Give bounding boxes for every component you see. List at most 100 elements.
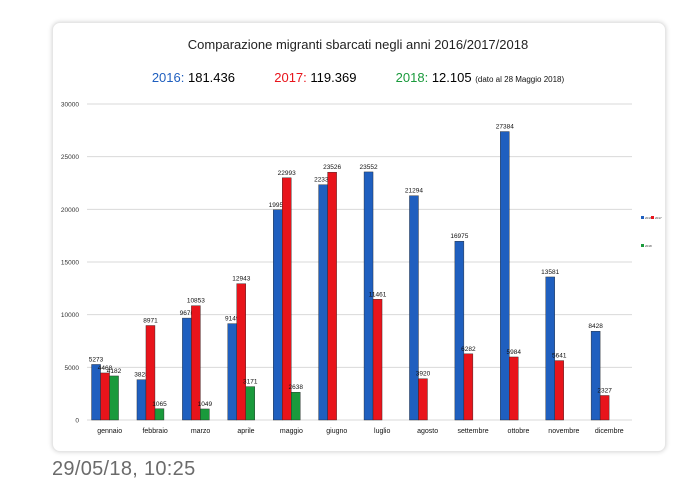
total-2016-colon: : <box>180 70 188 85</box>
bar-2016 <box>318 184 328 421</box>
yearly-totals: 2016: 181.436 2017: 119.369 2018: 12.105… <box>52 70 664 85</box>
x-tick-label: giugno <box>326 428 347 435</box>
total-2017: 2017: 119.369 <box>274 70 360 85</box>
bar-2016 <box>273 209 283 421</box>
data-label: 9676 <box>180 310 195 317</box>
total-2016-value: 181.436 <box>187 70 235 85</box>
data-label: 13581 <box>541 269 559 276</box>
y-tick-label: 15000 <box>61 260 79 267</box>
y-tick-label: 30000 <box>61 102 79 109</box>
bar-2017 <box>554 360 564 421</box>
x-tick-label: aprile <box>237 428 254 435</box>
bar-2016 <box>136 379 147 421</box>
bar-2018 <box>245 386 255 421</box>
total-2018-note: (dato al 28 Maggio 2018) <box>475 75 565 84</box>
data-label: 8971 <box>143 318 158 325</box>
data-label: 5984 <box>507 349 522 356</box>
y-tick-label: 10000 <box>61 312 79 319</box>
data-label: 1049 <box>198 401 213 408</box>
data-label: 5273 <box>89 356 104 363</box>
total-2018: 2018: 12.105 (dato al 28 Maggio 2018) <box>396 70 565 85</box>
bar-2017 <box>509 356 519 421</box>
data-label: 22339 <box>314 177 332 184</box>
bar-2016 <box>409 195 419 421</box>
bar-2016 <box>363 171 374 421</box>
bar-2016 <box>500 131 510 421</box>
data-label: 1065 <box>152 401 167 408</box>
data-label: 21294 <box>405 188 423 195</box>
bar-2016 <box>91 364 101 421</box>
bar-2018 <box>291 392 301 421</box>
data-label: 2638 <box>288 384 303 391</box>
bar-2017 <box>282 177 292 421</box>
data-label: 6282 <box>461 346 476 353</box>
total-2017-value: 119.369 <box>310 70 357 85</box>
y-tick-label: 5000 <box>65 365 80 372</box>
total-2016: 2016: 181.436 <box>152 70 239 85</box>
bar-2017 <box>327 171 337 421</box>
bar-2018 <box>154 408 165 421</box>
total-2018-label: 2018 <box>395 70 425 85</box>
y-tick-label: 25000 <box>61 154 79 161</box>
bar-2018 <box>109 375 119 421</box>
legend-label-2016: 2016 <box>645 216 652 220</box>
bar-2016 <box>590 331 601 421</box>
bar-2016 <box>227 323 237 421</box>
x-tick-label: dicembre <box>595 428 624 435</box>
y-tick-label: 0 <box>75 418 79 425</box>
data-label: 3920 <box>416 371 431 378</box>
x-tick-label: agosto <box>417 428 438 435</box>
x-tick-label: settembre <box>457 428 488 435</box>
y-tick-label: 20000 <box>61 207 79 214</box>
legend-label-2018: 2018 <box>645 244 652 248</box>
total-2017-label: 2017 <box>274 70 304 85</box>
data-label: 3828 <box>134 372 149 379</box>
total-2018-colon: : <box>424 70 432 85</box>
bar-2017 <box>145 325 156 421</box>
legend-swatch-2017 <box>651 216 654 219</box>
data-label: 3171 <box>243 379 258 386</box>
data-label: 8428 <box>588 323 603 330</box>
data-label: 19957 <box>269 202 287 209</box>
data-label: 4182 <box>107 368 122 375</box>
bar-2017 <box>191 305 201 421</box>
data-label: 22993 <box>278 170 296 177</box>
data-label: 12943 <box>232 276 250 283</box>
data-label: 16975 <box>450 233 468 240</box>
data-label: 2327 <box>597 387 612 394</box>
total-2018-value: 12.105 <box>431 70 472 85</box>
x-tick-label: maggio <box>280 428 303 435</box>
total-2016-label: 2016 <box>151 70 181 85</box>
bar-2017 <box>599 395 610 421</box>
bar-2016 <box>545 276 555 421</box>
bar-2016 <box>182 317 192 421</box>
data-label: 23552 <box>360 164 378 171</box>
x-tick-label: marzo <box>191 428 211 435</box>
data-label: 5641 <box>552 353 567 360</box>
bar-2017 <box>463 353 474 421</box>
x-tick-label: febbraio <box>142 428 167 435</box>
timestamp: 29/05/18, 10:25 <box>52 458 196 480</box>
bar-2017 <box>236 283 246 421</box>
bar-2018 <box>200 408 210 421</box>
data-label: 23526 <box>323 164 341 171</box>
data-label: 4468 <box>98 365 113 372</box>
total-2017-colon: : <box>303 70 311 85</box>
bar-2017 <box>372 299 383 421</box>
bar-2017 <box>100 372 110 421</box>
bar-2016 <box>454 240 465 421</box>
data-label: 9149 <box>225 316 240 323</box>
legend-label-2017: 2017 <box>655 216 662 220</box>
x-tick-label: ottobre <box>508 428 530 435</box>
x-tick-label: gennaio <box>97 428 122 435</box>
bar-2017 <box>418 378 428 421</box>
data-label: 27384 <box>496 124 514 131</box>
legend-swatch-2018 <box>641 244 644 247</box>
chart-title: Comparazione migranti sbarcati negli ann… <box>187 37 529 52</box>
x-tick-label: luglio <box>374 428 390 435</box>
legend-swatch-2016 <box>641 216 644 219</box>
data-label: 10853 <box>187 298 205 305</box>
data-label: 11461 <box>369 291 387 298</box>
x-tick-label: novembre <box>548 428 579 435</box>
